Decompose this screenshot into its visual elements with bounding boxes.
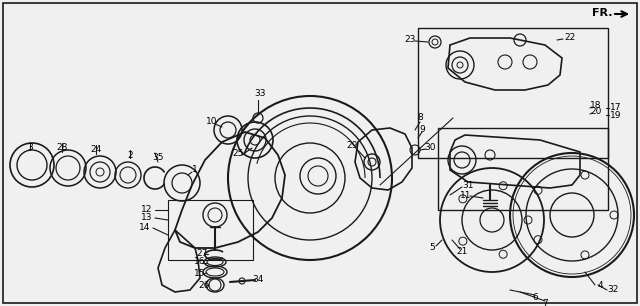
- Text: 15: 15: [195, 270, 205, 278]
- Text: 32: 32: [607, 285, 619, 294]
- Text: 1: 1: [192, 166, 198, 174]
- Text: 23: 23: [404, 35, 416, 44]
- Text: 21: 21: [456, 248, 468, 256]
- Text: 13: 13: [141, 214, 153, 222]
- Text: 31: 31: [462, 181, 474, 189]
- Text: 14: 14: [140, 223, 150, 233]
- Text: 17: 17: [611, 103, 621, 113]
- Text: 11: 11: [460, 191, 472, 200]
- Text: 16: 16: [195, 258, 205, 267]
- Text: 19: 19: [611, 110, 621, 120]
- Text: 30: 30: [424, 144, 436, 152]
- Bar: [418, 28, 608, 158]
- Text: 3: 3: [27, 144, 33, 152]
- Bar: [438, 128, 608, 210]
- Text: 24: 24: [90, 145, 102, 155]
- Text: 6: 6: [532, 293, 538, 303]
- Text: 8: 8: [417, 114, 423, 122]
- Text: 12: 12: [141, 206, 153, 215]
- Text: 2: 2: [127, 151, 133, 159]
- Text: 34: 34: [252, 275, 264, 285]
- Text: 29: 29: [346, 140, 358, 150]
- Bar: [168, 200, 253, 260]
- Text: 22: 22: [564, 33, 575, 43]
- Text: 9: 9: [419, 125, 425, 135]
- Text: 33: 33: [254, 88, 266, 98]
- Text: 25: 25: [232, 148, 244, 158]
- Text: FR.: FR.: [592, 8, 612, 18]
- Text: 5: 5: [429, 244, 435, 252]
- Text: 10: 10: [206, 118, 218, 126]
- Text: 27: 27: [196, 248, 208, 258]
- Text: 26: 26: [198, 282, 210, 290]
- Text: 28: 28: [56, 144, 68, 152]
- Text: 4: 4: [597, 281, 603, 289]
- Text: 35: 35: [152, 154, 164, 162]
- Text: 18: 18: [590, 100, 602, 110]
- Text: 7: 7: [542, 300, 548, 306]
- Text: 20: 20: [590, 107, 602, 117]
